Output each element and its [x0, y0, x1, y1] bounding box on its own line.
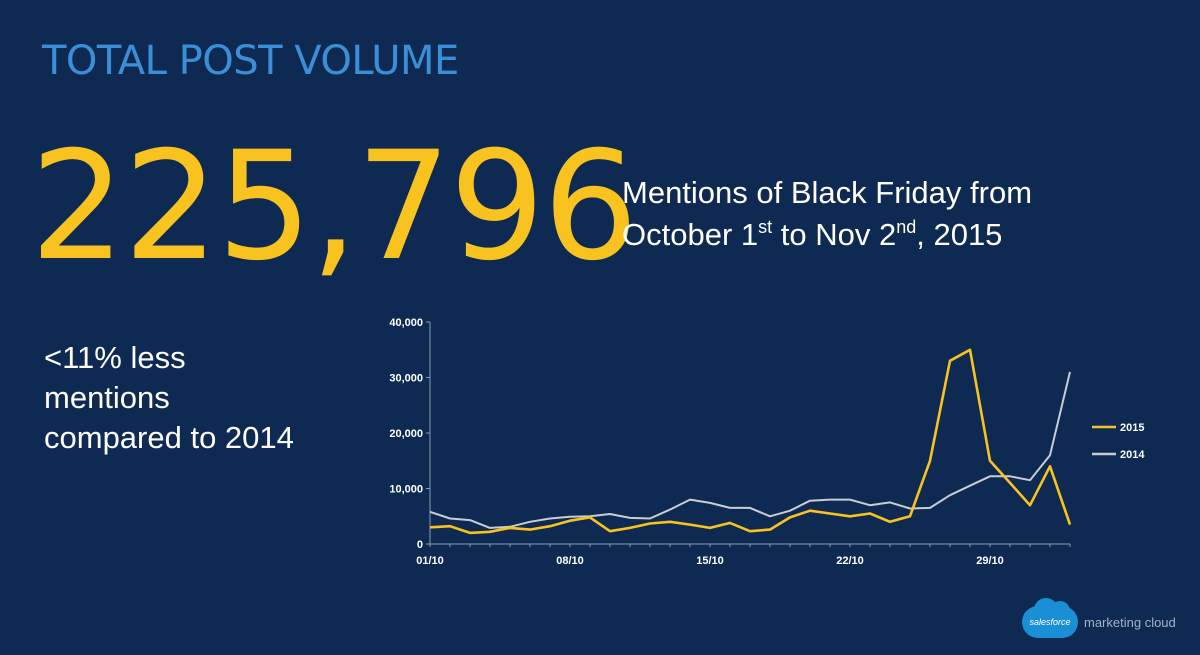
salesforce-logo: salesforce marketing cloud: [1022, 598, 1176, 638]
comparison-note-line3: compared to 2014: [44, 420, 294, 455]
y-tick-label: 30,000: [389, 373, 423, 385]
legend-label-2014: 2014: [1120, 449, 1145, 461]
date-start-suffix: st: [758, 217, 773, 237]
x-tick-label: 29/10: [976, 555, 1004, 567]
y-tick-label: 10,000: [389, 484, 423, 496]
date-end-text: to Nov 2: [772, 217, 897, 252]
chart-legend: 2015 2014: [1092, 422, 1145, 461]
series-line-2014: [429, 371, 1071, 529]
page-title: TOTAL POST VOLUME: [42, 38, 459, 84]
total-mentions-number: 225,796: [30, 120, 638, 294]
date-end-suffix: nd: [896, 217, 917, 237]
logo-text: marketing cloud: [1084, 614, 1176, 630]
mentions-description-line1: Mentions of Black Friday from: [622, 175, 1033, 210]
series-line-2015: [429, 348, 1072, 535]
mentions-description: Mentions of Black Friday from October 1s…: [622, 172, 1032, 256]
legend-label-2015: 2015: [1120, 422, 1144, 434]
salesforce-cloud-icon: salesforce: [1022, 598, 1078, 638]
comparison-note-line1: <11% less: [44, 340, 186, 375]
series-lines: [429, 348, 1072, 535]
y-axis: 0 10,000 20,000 30,000 40,000: [389, 317, 431, 551]
date-start-text: October 1: [622, 217, 759, 252]
post-volume-chart: 0 10,000 20,000 30,000 40,000 01/10 08/10 15/1…: [389, 317, 1145, 567]
y-tick-label: 20,000: [389, 428, 423, 440]
x-axis: 01/10 08/10 15/10 22/10 29/10: [416, 543, 1071, 567]
y-tick-label: 0: [417, 539, 423, 551]
comparison-note: <11% less mentions compared to 2014: [44, 338, 384, 458]
comparison-note-line2: mentions: [44, 380, 170, 415]
x-tick-label: 01/10: [416, 555, 444, 567]
x-tick-label: 08/10: [556, 555, 584, 567]
y-tick-label: 40,000: [389, 317, 423, 329]
x-tick-label: 22/10: [836, 555, 864, 567]
year-text: , 2015: [916, 217, 1003, 252]
mentions-description-line2: October 1st to Nov 2nd, 2015: [622, 214, 1032, 256]
x-tick-label: 15/10: [696, 555, 724, 567]
cloud-text: salesforce: [1029, 617, 1071, 627]
